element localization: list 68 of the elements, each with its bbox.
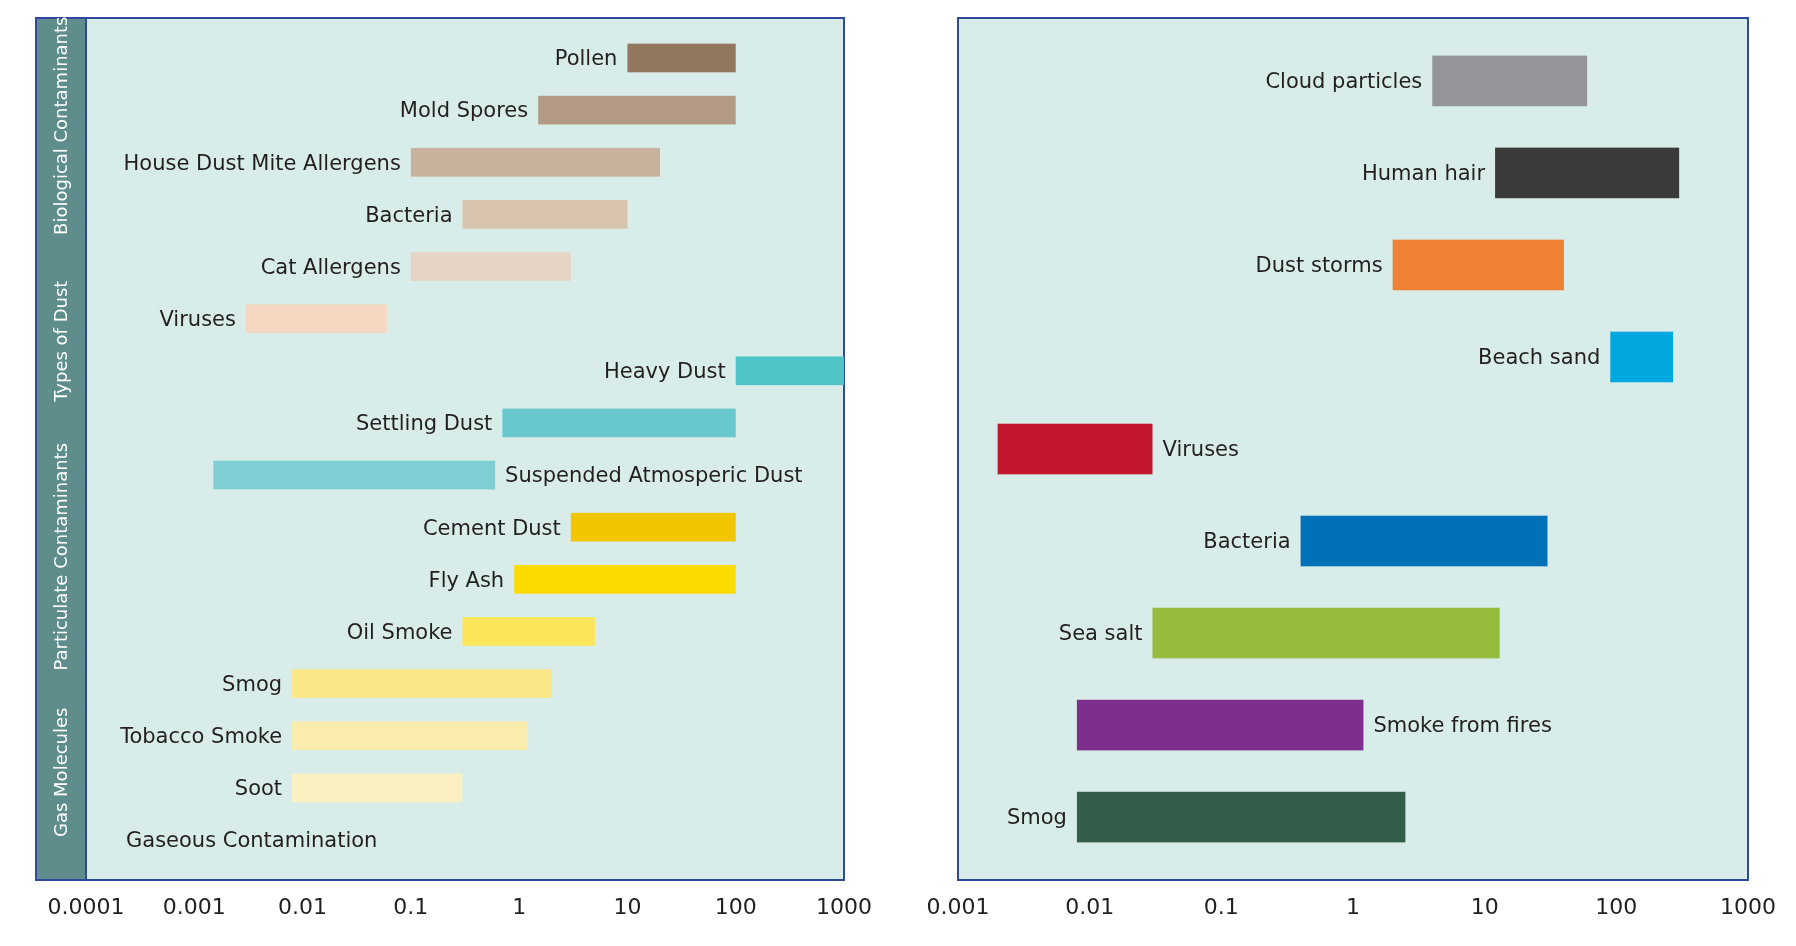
text: Gas Molecules xyxy=(50,707,71,837)
bar xyxy=(462,200,628,229)
y-tick-label: Viruses xyxy=(159,307,236,332)
bar xyxy=(292,669,552,698)
bar xyxy=(1300,515,1548,567)
x-tick-label: 0.0001 xyxy=(47,894,125,919)
text: Particulate Contaminants xyxy=(50,442,71,671)
y-tick-label: Cement Dust xyxy=(422,515,561,540)
bar xyxy=(514,565,736,594)
y-tick-label: Soot xyxy=(234,776,283,801)
x-tick-label: 0.01 xyxy=(278,894,328,919)
y-tick-label: Fly Ash xyxy=(428,567,505,592)
x-tick-label: 0.001 xyxy=(162,894,226,919)
x-tick-label: 1 xyxy=(512,894,527,919)
bar xyxy=(735,356,844,386)
bar xyxy=(1152,607,1500,659)
y-tick-label: House Dust Mite Allergens xyxy=(123,150,401,175)
y-tick-label: Settling Dust xyxy=(356,411,493,436)
y-tick-label: Mold Spores xyxy=(399,98,529,123)
y-tick-label: Sea salt xyxy=(1058,621,1143,646)
bar xyxy=(1392,239,1564,291)
bar xyxy=(410,147,661,177)
y-tick-label: Smog xyxy=(222,671,283,696)
bar xyxy=(1076,791,1406,843)
y-tick-label: Dust storms xyxy=(1255,253,1383,278)
bar xyxy=(245,304,387,333)
y-tick-label: Viruses xyxy=(1162,437,1239,462)
bar xyxy=(1432,55,1588,107)
bar xyxy=(1076,699,1364,751)
bar xyxy=(292,773,463,803)
y-tick-label: Beach sand xyxy=(1478,345,1601,370)
y-tick-label: Pollen xyxy=(554,46,618,71)
x-tick-label: 1000 xyxy=(1720,894,1776,919)
bar xyxy=(1610,331,1674,383)
x-tick-label: 0.001 xyxy=(926,894,990,919)
x-tick-label: 10 xyxy=(1470,894,1499,919)
x-tick-label: 100 xyxy=(714,894,757,919)
y-tick-label: Human hair xyxy=(1362,161,1486,186)
bar xyxy=(627,43,736,73)
x-tick-label: 0.1 xyxy=(393,894,429,919)
y-tick-label: Smog xyxy=(1006,805,1067,830)
bar xyxy=(502,408,736,438)
bar xyxy=(570,512,736,542)
bar xyxy=(213,460,496,490)
bar xyxy=(997,423,1153,475)
y-tick-label: Cat Allergens xyxy=(260,254,401,279)
x-tick-label: 100 xyxy=(1595,894,1638,919)
y-tick-label: Cloud particles xyxy=(1265,69,1423,94)
text: Types of Dust xyxy=(50,280,71,403)
bar xyxy=(462,617,595,646)
text: Biological Contaminants xyxy=(50,16,71,235)
bar xyxy=(538,95,736,125)
x-tick-label: 1 xyxy=(1346,894,1360,919)
y-tick-label: Bacteria xyxy=(1203,529,1291,554)
bar xyxy=(410,252,571,281)
y-tick-label: Gaseous Contamination xyxy=(126,828,378,853)
bar xyxy=(292,721,528,751)
x-tick-label: 0.01 xyxy=(1065,894,1115,919)
y-tick-label: Heavy Dust xyxy=(603,359,726,384)
y-tick-label: Smoke from fires xyxy=(1373,713,1552,738)
x-tick-label: 1000 xyxy=(816,894,872,919)
x-tick-label: 10 xyxy=(613,894,642,919)
y-tick-label: Bacteria xyxy=(365,202,453,227)
y-tick-label: Suspended Atmosperic Dust xyxy=(505,463,803,488)
x-tick-label: 0.1 xyxy=(1203,894,1239,919)
y-tick-label: Oil Smoke xyxy=(346,619,453,644)
bar xyxy=(1495,147,1680,199)
y-tick-label: Tobacco Smoke xyxy=(119,724,283,749)
